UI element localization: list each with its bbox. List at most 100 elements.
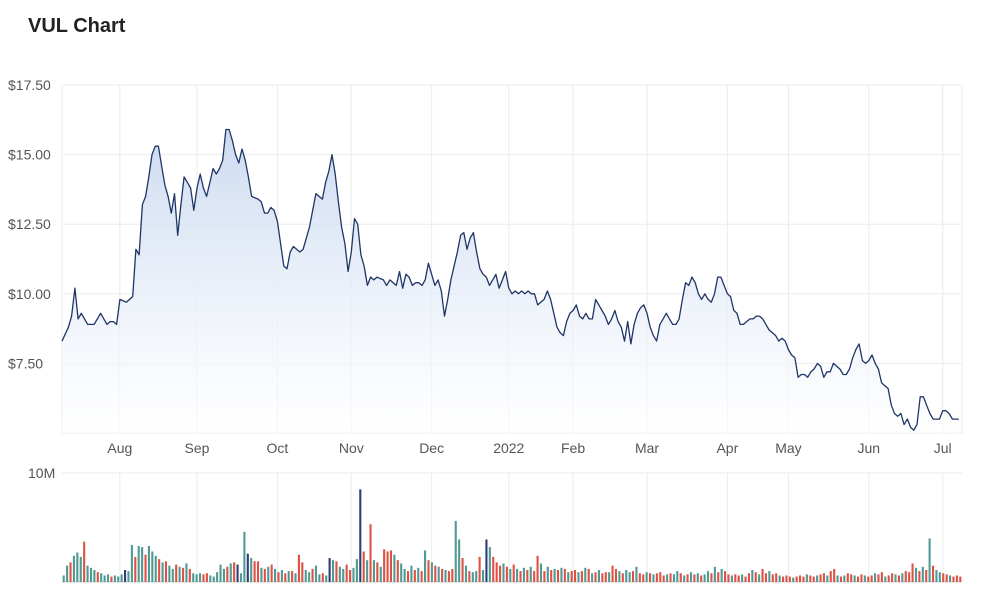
- volume-bar: [471, 572, 474, 582]
- volume-bar: [601, 573, 604, 582]
- volume-bar: [236, 564, 239, 582]
- x-tick-label: Aug: [107, 440, 132, 456]
- volume-bar: [860, 574, 863, 582]
- volume-bar: [410, 565, 413, 582]
- volume-bar: [468, 571, 471, 582]
- volume-bar: [284, 573, 287, 582]
- volume-bar: [597, 570, 600, 582]
- volume-bar: [464, 565, 468, 582]
- volume-bars: [62, 489, 962, 582]
- volume-bar: [195, 574, 198, 582]
- volume-bar: [263, 568, 266, 582]
- volume-bar: [512, 564, 515, 582]
- x-tick-label: May: [775, 440, 801, 456]
- volume-bar: [696, 573, 699, 582]
- volume-bar: [369, 524, 372, 582]
- volume-bar: [754, 572, 757, 582]
- volume-bar: [219, 564, 222, 582]
- volume-bar: [359, 489, 362, 582]
- volume-bar: [737, 575, 740, 582]
- x-tick-label: Jun: [857, 440, 880, 456]
- volume-bar: [822, 573, 825, 582]
- volume-bar: [209, 575, 212, 582]
- volume-bar: [106, 574, 110, 582]
- volume-bar: [621, 573, 624, 582]
- volume-bar: [239, 573, 243, 582]
- volume-bar: [812, 576, 815, 582]
- volume-bar: [509, 568, 512, 582]
- y-tick-label: $7.50: [8, 355, 43, 371]
- volume-bar: [297, 554, 300, 582]
- volume-bar: [904, 571, 907, 582]
- volume-bar: [141, 547, 144, 582]
- volume-bar: [93, 570, 96, 582]
- volume-bar: [417, 567, 420, 582]
- volume-bar: [771, 574, 774, 582]
- volume-bar: [819, 574, 822, 582]
- volume-bar: [83, 541, 86, 582]
- volume-bar: [662, 575, 665, 582]
- volume-bar: [277, 572, 280, 582]
- volume-bar: [321, 573, 324, 582]
- volume-bar: [938, 572, 941, 582]
- volume-bar: [345, 564, 348, 582]
- volume-bar: [519, 571, 522, 582]
- volume-bar: [161, 562, 164, 582]
- volume-bar: [669, 573, 672, 582]
- volume-bar: [727, 574, 730, 582]
- volume-bar: [833, 568, 836, 582]
- volume-bar: [533, 571, 536, 582]
- volume-bar: [747, 573, 750, 582]
- volume-bar: [856, 576, 860, 582]
- volume-bar: [706, 571, 710, 582]
- volume-bar: [516, 568, 519, 582]
- volume-bar: [914, 567, 918, 582]
- volume-bar: [335, 561, 338, 582]
- volume-bar: [499, 565, 502, 582]
- volume-bar: [884, 576, 887, 582]
- volume-bar: [567, 572, 570, 582]
- volume-bar: [843, 575, 846, 582]
- volume-bar: [594, 572, 597, 582]
- volume-bar: [120, 574, 123, 582]
- volume-bar: [679, 573, 682, 582]
- volume-bar: [625, 570, 628, 582]
- volume-bar: [311, 568, 314, 582]
- volume-bar: [386, 551, 389, 582]
- volume-bar: [853, 575, 856, 582]
- volume-bar: [720, 568, 723, 582]
- volume-bar: [444, 570, 447, 582]
- volume-bar: [110, 576, 113, 582]
- volume-bar: [383, 549, 386, 582]
- volume-bar: [294, 573, 297, 582]
- volume-bar: [850, 574, 853, 582]
- price-area-fill: [62, 129, 959, 433]
- volume-bar: [481, 570, 485, 582]
- volume-bar: [931, 565, 935, 582]
- volume-bar: [441, 568, 444, 582]
- volume-bar: [942, 573, 945, 582]
- volume-bar: [918, 571, 921, 582]
- volume-bar: [478, 556, 481, 582]
- volume-bar: [689, 572, 693, 582]
- chart-title: VUL Chart: [28, 15, 126, 37]
- price-area: [61, 128, 959, 433]
- axis-labels: $17.50 $15.00 $12.50 $10.00 $7.50 Aug Sep Oct No…: [8, 77, 952, 481]
- volume-bar: [62, 575, 65, 582]
- volume-bar: [495, 562, 498, 582]
- volume-bar: [686, 574, 689, 582]
- volume-bar: [199, 573, 202, 582]
- volume-bar: [734, 574, 737, 582]
- volume-bar: [362, 551, 365, 582]
- volume-bar: [243, 531, 246, 582]
- volume-bar: [700, 575, 703, 582]
- volume-bar: [618, 571, 621, 582]
- volume-bar: [86, 565, 89, 582]
- volume-bar: [280, 570, 283, 582]
- volume-bar: [955, 575, 958, 582]
- volume-bar: [328, 558, 331, 582]
- volume-bar: [164, 561, 168, 582]
- volume-bar: [256, 561, 260, 582]
- volume-bar: [894, 574, 897, 582]
- volume-bar: [683, 575, 686, 582]
